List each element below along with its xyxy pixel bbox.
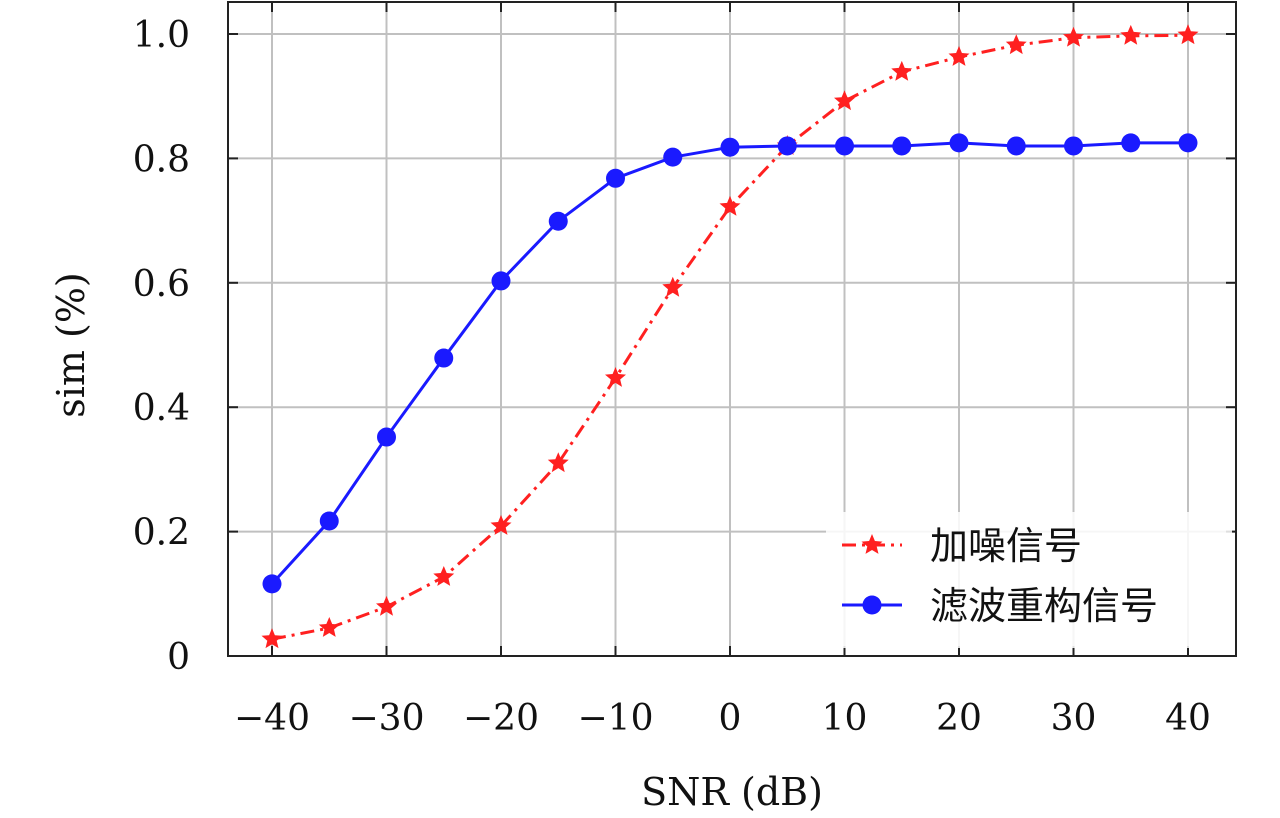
data-point [319,511,339,531]
x-tick-label: 0 [719,698,742,739]
data-point [434,348,454,368]
data-point [376,595,397,616]
data-point [433,566,455,586]
data-point [318,617,340,637]
data-point [1005,34,1027,55]
x-tick-label: −10 [578,698,654,739]
data-point [491,271,511,291]
data-point [834,90,855,111]
grid [228,2,1236,657]
data-point [662,276,684,297]
data-point [1121,133,1141,153]
data-point [891,60,913,81]
y-tick-label: 0.4 [133,388,190,429]
x-tick-label: 40 [1165,698,1211,739]
legend-marker [861,534,883,554]
data-point [948,46,970,66]
data-point [835,136,854,156]
data-point [892,136,912,156]
plot-frame [227,1,1237,657]
data-point [547,452,569,473]
data-point [377,427,396,447]
y-tick-label: 0 [167,637,190,678]
ticks: −40 −30 −20 −10 0 10 20 30 40 0 0.2 0.4 0.6 0.8 1.0 [133,2,1236,739]
data-point [1064,136,1083,156]
data-point [719,195,741,216]
x-tick-label: 20 [936,698,982,739]
y-tick-label: 1.0 [133,15,190,56]
series-layer [261,24,1199,649]
y-tick-label: 0.8 [133,139,190,180]
data-point [949,133,969,153]
data-point [663,147,683,167]
x-tick-label: −20 [463,698,539,739]
data-point [548,211,568,231]
y-tick-label: 0.2 [133,513,190,554]
data-point [1120,24,1142,45]
legend-box [826,512,1232,648]
y-tick-label: 0.6 [133,264,190,305]
y-axis-label: sim (%) [49,272,93,418]
data-point [262,574,282,594]
x-axis-label: SNR (dB) [641,770,823,814]
data-point [261,628,283,649]
series-2 [262,133,1198,594]
legend-label: 加噪信号 [930,524,1082,568]
data-point [777,136,797,156]
x-tick-label: −30 [349,698,425,739]
data-point [605,367,626,387]
legend-marker [862,595,882,615]
x-tick-label: 30 [1051,698,1097,739]
x-tick-label: −40 [234,698,310,739]
data-point [1063,26,1084,47]
data-point [1006,136,1026,156]
data-point [606,168,625,188]
data-point [1177,24,1199,45]
legend-label: 滤波重构信号 [930,584,1158,628]
data-point [490,515,512,535]
data-point [1178,133,1198,153]
data-point [720,137,740,157]
x-tick-label: 10 [822,698,868,739]
